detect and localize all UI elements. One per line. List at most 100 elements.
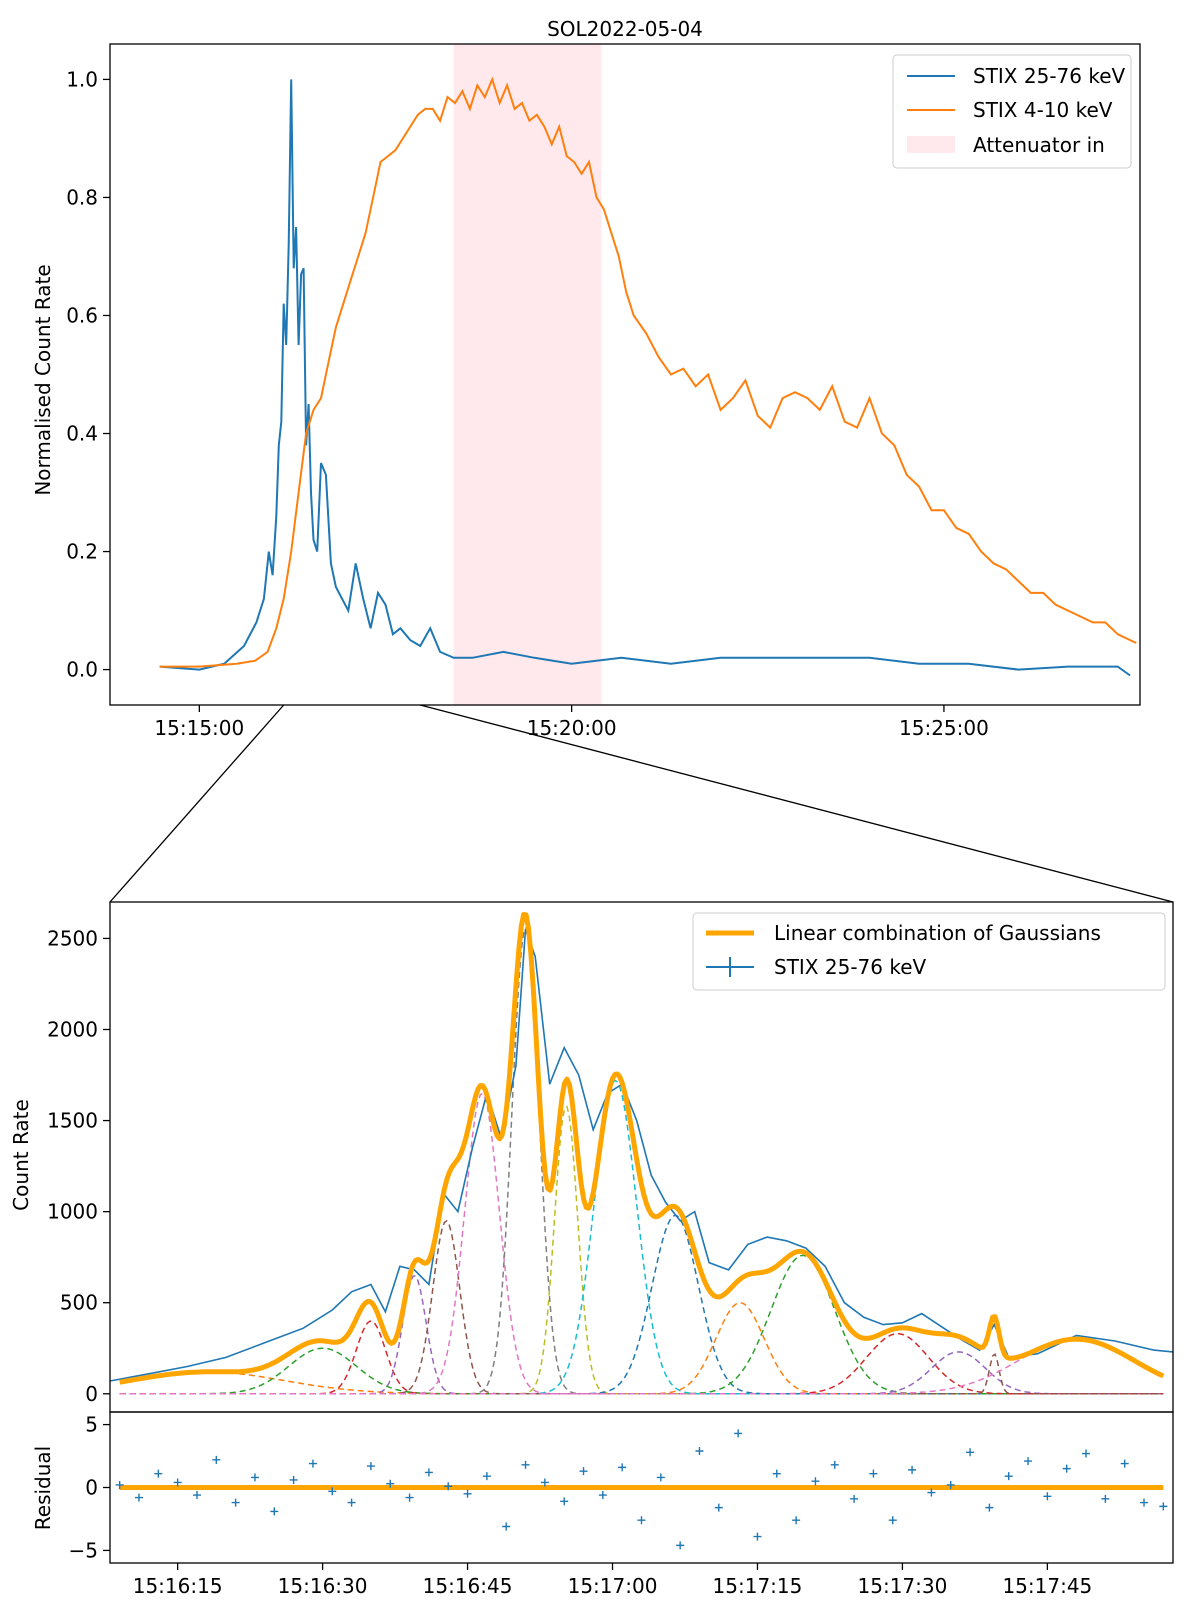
residual-point	[772, 1469, 781, 1478]
residual-point	[811, 1477, 820, 1486]
residual-point	[792, 1516, 801, 1525]
residual-x-tick-label: 15:16:30	[278, 1574, 368, 1598]
residual-point	[405, 1493, 414, 1502]
middle-y-tick-label: 2500	[47, 926, 98, 950]
legend-attenuator-swatch	[907, 136, 955, 153]
residual-x-tick-label: 15:17:00	[568, 1574, 658, 1598]
residual-y-tick-label: −5	[69, 1538, 98, 1562]
residual-point	[366, 1462, 375, 1471]
zoom-connector-left	[109, 704, 285, 903]
residual-point	[424, 1468, 433, 1477]
residual-point	[173, 1478, 182, 1487]
residual-point	[1120, 1459, 1129, 1468]
residual-x-tick-label: 15:16:15	[133, 1574, 223, 1598]
residual-point	[985, 1503, 994, 1512]
top-y-tick-label: 0.2	[66, 540, 98, 564]
gaussian-fit-line	[119, 911, 1165, 1385]
residual-point	[656, 1473, 665, 1482]
residual-point	[637, 1516, 646, 1525]
top-x-tick-label: 15:25:00	[899, 716, 989, 740]
residual-point	[386, 1479, 395, 1488]
residual-y-label: Residual	[31, 1446, 55, 1530]
middle-legend: Linear combination of Gaussians STIX 25-…	[692, 912, 1166, 991]
middle-legend-box	[692, 912, 1166, 991]
legend-attenuator-label: Attenuator in	[973, 133, 1105, 157]
gaussian-component	[119, 1105, 1164, 1395]
residual-point	[869, 1469, 878, 1478]
residual-x-tick-label: 15:17:15	[713, 1574, 803, 1598]
residual-point	[521, 1460, 530, 1469]
residual-point	[734, 1429, 743, 1438]
residual-point	[231, 1498, 240, 1507]
top-axes-frame	[109, 43, 1141, 706]
residual-point	[888, 1516, 897, 1525]
residual-x-tick-label: 15:17:45	[1002, 1574, 1092, 1598]
residual-point	[850, 1494, 859, 1503]
residual-y-ticks: −5 0 5	[69, 1413, 110, 1562]
residual-point	[1043, 1492, 1052, 1501]
residual-x-tick-label: 15:16:45	[423, 1574, 513, 1598]
residual-point	[540, 1478, 549, 1487]
residual-point	[444, 1482, 453, 1491]
bottom-panel: −5 0 5 15:16:15 15:16:30 15:16:45 15:17:00 15:…	[31, 1411, 1174, 1598]
stix-4-10-line	[159, 76, 1137, 668]
residual-point	[502, 1522, 511, 1531]
residual-point	[1101, 1494, 1110, 1503]
legend-fit-label: Linear combination of Gaussians	[774, 921, 1101, 945]
residual-point	[695, 1447, 704, 1456]
legend-hxr-label: STIX 25-76 keV	[973, 64, 1126, 88]
residual-point	[618, 1463, 627, 1472]
residual-point	[1082, 1449, 1091, 1458]
top-y-tick-label: 0.6	[66, 303, 98, 327]
residual-point	[714, 1503, 723, 1512]
middle-y-tick-label: 1500	[47, 1109, 98, 1133]
residual-point	[1159, 1502, 1168, 1511]
gaussian-component	[119, 925, 1164, 1395]
top-y-tick-label: 0.8	[66, 185, 98, 209]
residual-point	[966, 1448, 975, 1457]
stix-25-76-line	[159, 79, 1131, 677]
residual-y-tick-label: 5	[85, 1413, 98, 1437]
gaussian-component	[119, 1301, 1164, 1395]
gaussian-components	[119, 925, 1164, 1395]
legend-data-label: STIX 25-76 keV	[774, 955, 927, 979]
top-legend-box	[892, 54, 1132, 169]
middle-y-label: Count Rate	[9, 1099, 33, 1211]
residual-points	[115, 1429, 1168, 1550]
residual-point	[328, 1487, 337, 1496]
residual-point	[347, 1498, 356, 1507]
top-panel: SOL2022-05-04 0.0 0.2 0.4 0.6 0.8 1.0 15:15:0…	[31, 17, 1141, 740]
top-y-tick-label: 0.4	[66, 422, 98, 446]
residual-point	[598, 1491, 607, 1500]
residual-point	[908, 1465, 917, 1474]
residual-y-tick-label: 0	[85, 1476, 98, 1500]
residual-point	[115, 1480, 124, 1489]
top-legend: STIX 25-76 keV STIX 4-10 keV Attenuator …	[892, 54, 1132, 169]
residual-point	[289, 1475, 298, 1484]
zoom-connector-right	[420, 704, 1174, 903]
residual-point	[1024, 1457, 1033, 1466]
residual-point	[482, 1472, 491, 1481]
residual-point	[270, 1507, 279, 1516]
residual-point	[1062, 1464, 1071, 1473]
bottom-axes-frame	[109, 1411, 1174, 1564]
residual-point	[676, 1541, 685, 1550]
residual-point	[560, 1497, 569, 1506]
top-chart-title: SOL2022-05-04	[547, 17, 703, 41]
residual-point	[1140, 1498, 1149, 1507]
residual-point	[308, 1459, 317, 1468]
residual-point	[927, 1488, 936, 1497]
residual-point	[192, 1491, 201, 1500]
residual-point	[753, 1532, 762, 1541]
residual-point	[579, 1467, 588, 1476]
top-x-tick-label: 15:20:00	[527, 716, 617, 740]
top-y-ticks: 0.0 0.2 0.4 0.6 0.8 1.0	[66, 67, 110, 682]
middle-y-tick-label: 1000	[47, 1200, 98, 1224]
top-y-tick-label: 1.0	[66, 67, 98, 91]
top-y-tick-label: 0.0	[66, 658, 98, 682]
residual-point	[1004, 1472, 1013, 1481]
gaussian-component	[119, 1254, 1164, 1395]
middle-y-ticks: 0 500 1000 1500 2000 2500	[47, 926, 110, 1406]
middle-y-tick-label: 0	[85, 1382, 98, 1406]
residual-point	[154, 1469, 163, 1478]
